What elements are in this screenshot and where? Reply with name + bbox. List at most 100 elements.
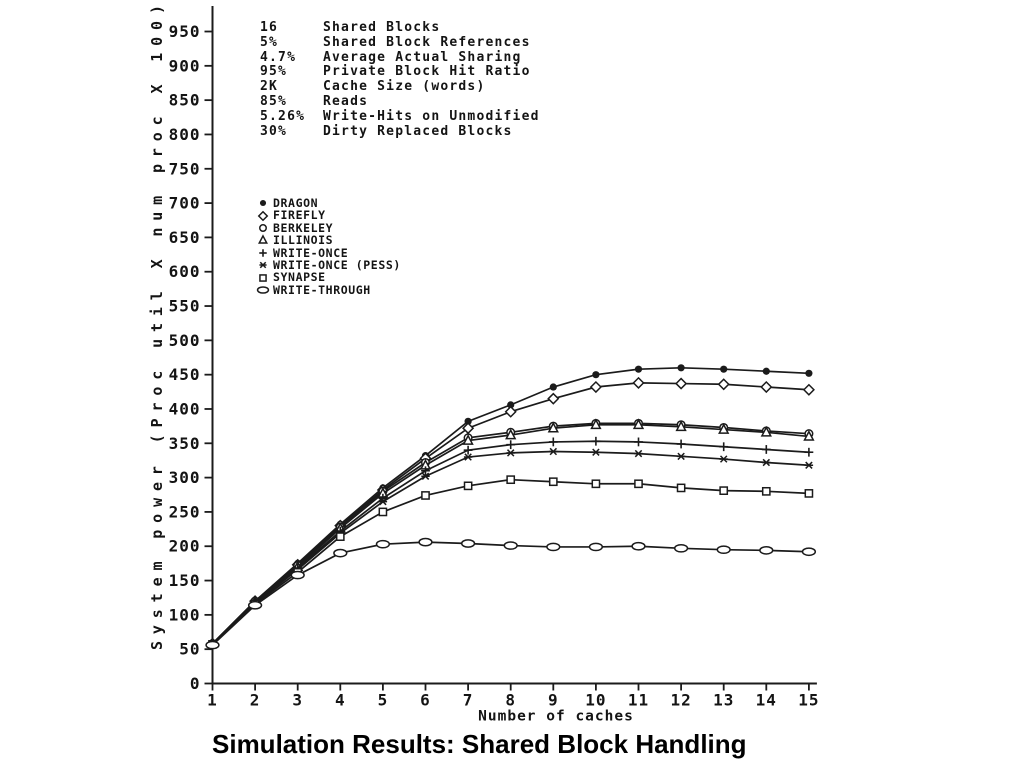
y-tick-label: 650 (169, 228, 201, 247)
parameter-row: 2K Cache Size (words) (260, 79, 540, 95)
write-once-marker-icon (259, 249, 267, 257)
open-diamond-marker (589, 380, 602, 394)
open-triangle-marker (803, 430, 815, 441)
open-ellipse-marker (256, 286, 270, 294)
star-marker (259, 261, 267, 269)
open-square-marker (634, 479, 643, 489)
parameter-label: Write-Hits on Unmodified (323, 108, 540, 124)
y-tick-label: 700 (169, 194, 201, 213)
open-ellipse-marker (460, 539, 476, 548)
star-marker (591, 448, 601, 456)
y-axis-title: System power (Proc util X num proc X 100… (148, 5, 166, 650)
series-write-through (205, 537, 817, 650)
parameter-value: 30% (260, 123, 288, 139)
series-line (211, 422, 809, 645)
open-ellipse-marker (673, 543, 689, 553)
filled-dot-marker (507, 401, 515, 409)
open-square-marker (676, 483, 686, 493)
legend-label: SYNAPSE (273, 270, 326, 285)
open-ellipse-marker (247, 600, 263, 610)
write-through-marker-icon (256, 286, 270, 294)
open-diamond-marker (547, 392, 560, 405)
series-illinois (206, 418, 815, 649)
filled-dot-marker (720, 365, 728, 373)
y-tick-label: 750 (169, 159, 201, 178)
y-tick-label: 850 (169, 91, 201, 110)
x-tick-label: 2 (250, 691, 261, 710)
star-marker (463, 453, 473, 461)
x-axis-ticks: 1 2 3 4 5 6 7 8 9 10 11 12 13 14 15 (207, 683, 819, 710)
open-diamond-marker (462, 422, 475, 435)
parameter-value: 85% (260, 93, 288, 109)
plus-marker (761, 445, 771, 454)
y-tick-label: 550 (169, 297, 201, 316)
legend-item: WRITE-THROUGH (256, 282, 401, 297)
y-tick-label: 50 (179, 640, 200, 659)
x-tick-label: 1 (207, 691, 218, 710)
open-triangle-marker (547, 421, 559, 433)
parameter-label: Shared Blocks (323, 20, 441, 35)
legend-label: BERKELEY (273, 220, 334, 235)
open-circle-marker (259, 223, 267, 232)
simulation-parameters-block: 16 Shared Blocks 5% Shared Block Reference… (260, 20, 540, 140)
x-tick-label: 3 (292, 691, 303, 710)
star-marker (378, 497, 388, 506)
legend-label: WRITE-THROUGH (273, 282, 371, 297)
y-tick-label: 100 (169, 605, 201, 624)
slide-caption: Simulation Results: Shared Block Handlin… (212, 729, 747, 759)
legend-item: SYNAPSE (256, 270, 401, 285)
open-ellipse-marker (375, 539, 391, 549)
dragon-marker-icon (259, 200, 267, 207)
firefly-marker-icon (257, 210, 269, 221)
y-tick-label: 250 (169, 502, 201, 521)
filled-dot-marker (549, 383, 557, 391)
open-triangle-marker (462, 434, 474, 445)
x-tick-label: 9 (548, 691, 559, 710)
parameter-row: 30% Dirty Replaced Blocks (260, 123, 540, 140)
open-diamond-marker (632, 376, 645, 389)
open-diamond-marker (802, 383, 815, 396)
star-marker (506, 449, 515, 457)
open-ellipse-marker (759, 546, 774, 555)
star-marker (634, 449, 643, 458)
synapse-marker-icon (259, 273, 267, 282)
open-diamond-marker (675, 377, 688, 390)
parameter-row: 5.26% Write-Hits on Unmodified (260, 108, 540, 125)
plus-marker (506, 440, 516, 450)
open-square-marker (378, 507, 388, 517)
open-square-marker (335, 532, 345, 541)
open-square-marker (463, 481, 473, 491)
x-tick-label: 14 (756, 691, 777, 710)
series-line (211, 382, 809, 645)
y-tick-label: 450 (169, 365, 201, 384)
parameter-row: 85% Reads (260, 93, 540, 110)
parameter-value: 5% (260, 34, 279, 50)
parameter-row: 16 Shared Blocks (260, 20, 540, 36)
star-marker (762, 458, 771, 467)
legend-label: WRITE-ONCE (273, 245, 349, 260)
filled-dot-marker (259, 200, 267, 207)
filled-dot-marker (805, 369, 813, 377)
x-tick-label: 10 (585, 691, 606, 710)
open-square-marker (548, 477, 558, 487)
filled-dot-marker (677, 364, 685, 372)
x-axis-title: Number of caches (478, 709, 634, 725)
filled-dot-marker (464, 417, 472, 425)
legend-item: FIREFLY (256, 209, 401, 222)
y-tick-label: 150 (169, 571, 201, 590)
plus-marker (548, 437, 558, 447)
open-ellipse-marker (290, 570, 305, 580)
open-triangle-marker (505, 428, 517, 440)
plus-marker (259, 249, 267, 257)
filled-dot-marker (762, 367, 770, 375)
y-tick-label: 950 (169, 22, 201, 41)
star-marker (676, 452, 686, 461)
open-ellipse-marker (588, 542, 604, 552)
open-square-marker (761, 486, 771, 496)
legend-item: BERKELEY (256, 220, 401, 235)
open-square-marker (719, 486, 729, 495)
parameter-value: 16 (260, 20, 279, 35)
filled-dot-marker (634, 365, 643, 373)
legend-item: WRITE-ONCE (PESS) (256, 259, 401, 271)
